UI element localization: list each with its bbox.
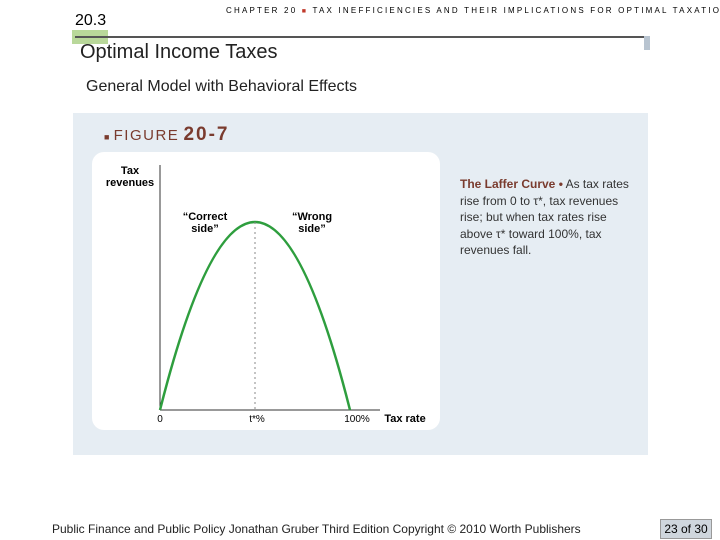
annotation: “Wrong side” xyxy=(292,211,332,235)
footer-credit: Public Finance and Public Policy Jonatha… xyxy=(52,522,581,536)
page-number: 23 of 30 xyxy=(660,519,712,539)
header-tab xyxy=(644,36,650,50)
section-number: 20.3 xyxy=(75,12,107,29)
y-axis-label: Tax revenues xyxy=(106,165,154,189)
caption-text: As tax rates rise from 0 to τ*, tax reve… xyxy=(460,177,629,257)
separator: ■ xyxy=(301,8,309,15)
slide-subtitle: General Model with Behavioral Effects xyxy=(86,78,357,95)
chapter-title: TAX INEFFICIENCIES AND THEIR IMPLICATION… xyxy=(312,6,720,15)
slide-title: Optimal Income Taxes xyxy=(80,41,278,63)
x-label: 0 xyxy=(157,414,163,425)
figure-number: 20-7 xyxy=(183,124,230,145)
figure-label: ■ FIGURE 20-7 xyxy=(104,124,230,145)
figure-box xyxy=(92,152,440,430)
figure-word: FIGURE xyxy=(113,127,180,144)
x-axis-title: Tax rate xyxy=(384,413,425,425)
chapter-header: CHAPTER 20 ■ TAX INEFFICIENCIES AND THEI… xyxy=(226,6,720,15)
x-label: t*% xyxy=(249,414,265,425)
x-label: 100% xyxy=(344,414,370,425)
caption-title: The Laffer Curve • xyxy=(460,177,563,191)
annotation: “Correct side” xyxy=(183,211,228,235)
chapter-label: CHAPTER 20 xyxy=(226,6,298,15)
header-rule xyxy=(75,36,650,38)
figure-caption: The Laffer Curve • As tax rates rise fro… xyxy=(460,176,635,259)
laffer-curve xyxy=(158,221,352,411)
